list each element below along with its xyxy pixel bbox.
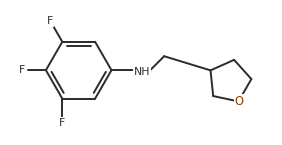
Text: O: O bbox=[234, 95, 243, 108]
Text: F: F bbox=[19, 65, 25, 75]
Text: F: F bbox=[59, 118, 65, 128]
Text: NH: NH bbox=[134, 67, 150, 77]
Text: F: F bbox=[47, 16, 54, 26]
